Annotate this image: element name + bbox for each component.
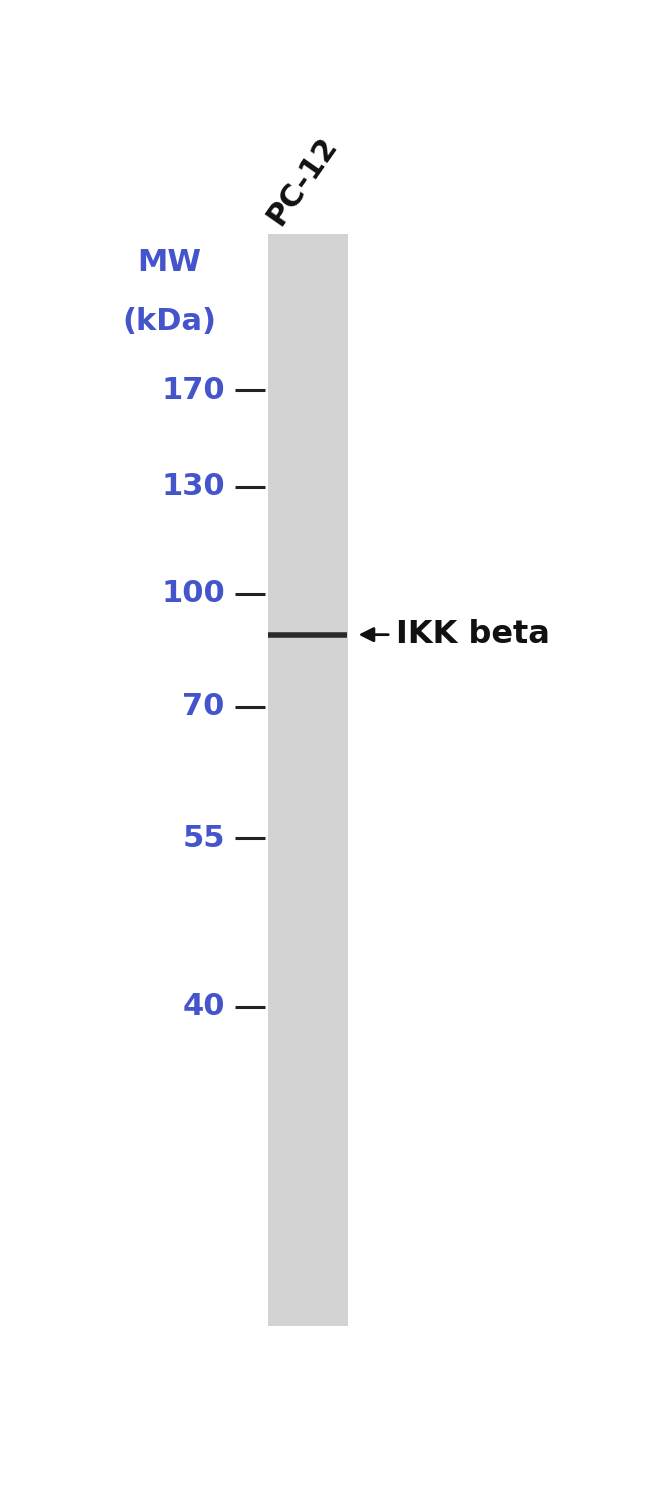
Bar: [268, 234, 348, 1326]
Text: (kDa): (kDa): [122, 307, 216, 335]
Text: 130: 130: [161, 473, 225, 501]
Text: MW: MW: [137, 248, 202, 276]
Text: IKK beta: IKK beta: [396, 619, 550, 651]
Text: 70: 70: [183, 692, 225, 722]
Text: 40: 40: [182, 992, 225, 1021]
Text: PC-12: PC-12: [261, 131, 343, 230]
Text: 55: 55: [182, 823, 225, 853]
Text: 100: 100: [161, 580, 225, 609]
Text: 170: 170: [161, 376, 225, 405]
